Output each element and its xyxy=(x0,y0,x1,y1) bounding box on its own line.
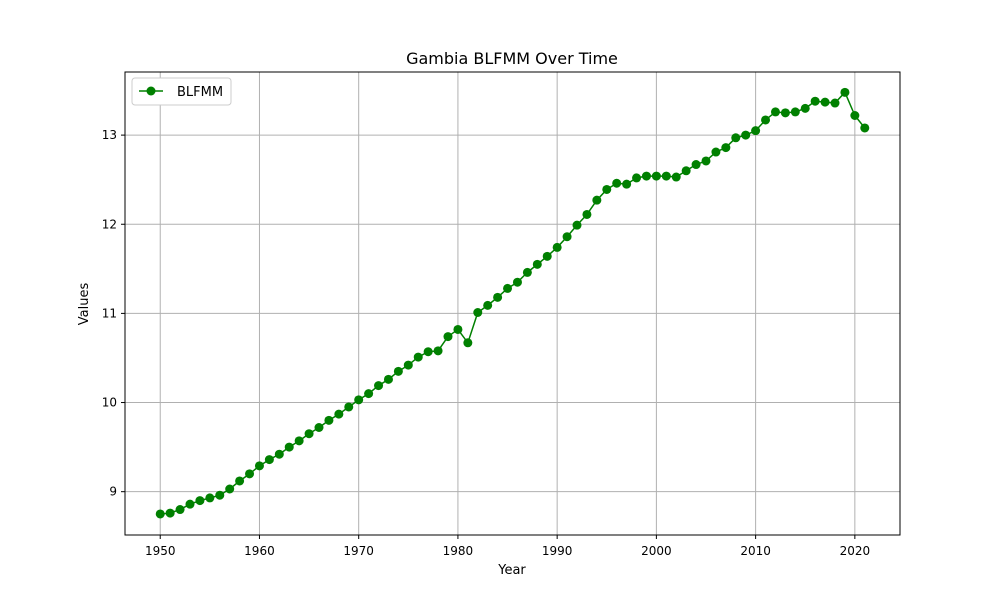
data-point xyxy=(532,259,542,269)
data-point xyxy=(522,267,532,277)
x-tick-label: 1990 xyxy=(542,544,573,558)
data-point xyxy=(582,209,592,219)
data-point xyxy=(274,449,284,459)
data-point xyxy=(810,96,820,106)
legend-label: BLFMM xyxy=(177,85,223,100)
data-point xyxy=(780,108,790,118)
data-point xyxy=(344,402,354,412)
data-point xyxy=(393,366,403,376)
data-point xyxy=(711,147,721,157)
data-point xyxy=(364,389,374,399)
legend: BLFMM xyxy=(131,77,232,106)
data-point xyxy=(691,160,701,170)
data-point xyxy=(423,347,433,357)
data-point xyxy=(830,98,840,108)
data-point xyxy=(463,338,473,348)
chart-title: Gambia BLFMM Over Time xyxy=(406,49,618,68)
data-point xyxy=(612,178,622,188)
y-tick-label: 10 xyxy=(102,396,117,410)
x-tick-label: 1950 xyxy=(145,544,176,558)
data-point xyxy=(185,499,195,509)
data-point xyxy=(681,166,691,176)
legend-marker xyxy=(146,86,156,96)
data-point xyxy=(195,496,205,506)
data-point xyxy=(225,484,235,494)
data-point xyxy=(721,143,731,153)
data-point xyxy=(433,346,443,356)
data-point xyxy=(473,308,483,318)
plot-frame xyxy=(124,71,901,536)
x-tick-label: 2020 xyxy=(840,544,871,558)
data-point xyxy=(284,442,294,452)
data-point xyxy=(155,509,165,519)
x-tick-label: 2000 xyxy=(641,544,672,558)
data-point xyxy=(413,352,423,362)
series-layer xyxy=(155,87,870,519)
data-point xyxy=(552,242,562,252)
data-point xyxy=(820,97,830,107)
y-axis-label: Values xyxy=(77,283,92,326)
data-point xyxy=(800,103,810,113)
data-point xyxy=(790,107,800,117)
data-point xyxy=(304,429,314,439)
data-point xyxy=(701,156,711,166)
data-point xyxy=(215,490,225,500)
data-point xyxy=(512,277,522,287)
data-point xyxy=(383,374,393,384)
data-point xyxy=(572,220,582,230)
data-point xyxy=(334,409,344,419)
data-point xyxy=(264,455,274,465)
data-point xyxy=(483,300,493,310)
data-point xyxy=(562,232,572,242)
data-point xyxy=(671,172,681,182)
data-point xyxy=(245,469,255,479)
x-tick-label: 2010 xyxy=(740,544,771,558)
data-point xyxy=(761,115,771,125)
data-point xyxy=(235,476,245,486)
data-point xyxy=(165,508,175,518)
data-point xyxy=(661,171,671,181)
data-point xyxy=(453,324,463,334)
data-point xyxy=(374,381,384,391)
data-point xyxy=(850,111,860,121)
data-point xyxy=(741,130,751,140)
data-point xyxy=(254,461,264,471)
data-point xyxy=(860,123,870,133)
data-point xyxy=(324,415,334,425)
y-axis: 9 10 11 12 13 xyxy=(102,128,125,499)
x-axis: 1950 1960 1970 1980 1990 2000 2010 2020 xyxy=(145,535,870,558)
data-point xyxy=(294,436,304,446)
data-point xyxy=(602,184,612,194)
data-point xyxy=(641,171,651,181)
data-point xyxy=(651,171,661,181)
y-tick-label: 13 xyxy=(102,128,117,142)
data-point xyxy=(354,395,364,405)
data-point xyxy=(314,422,324,432)
x-axis-label: Year xyxy=(497,563,526,578)
x-tick-label: 1980 xyxy=(443,544,474,558)
data-point xyxy=(632,173,642,183)
x-tick-label: 1960 xyxy=(244,544,275,558)
legend-box xyxy=(131,77,232,106)
data-point xyxy=(622,179,632,189)
grid xyxy=(125,72,900,535)
data-point xyxy=(731,133,741,143)
data-point xyxy=(542,251,552,261)
data-point xyxy=(175,505,185,515)
data-point xyxy=(493,292,503,302)
x-tick-label: 1970 xyxy=(343,544,374,558)
data-point xyxy=(403,360,413,370)
data-point xyxy=(503,283,513,293)
y-tick-label: 12 xyxy=(102,217,117,231)
y-tick-label: 9 xyxy=(109,485,117,499)
data-point xyxy=(770,107,780,117)
data-point xyxy=(205,493,215,503)
data-point xyxy=(840,87,850,97)
data-point xyxy=(592,195,602,205)
data-point xyxy=(443,332,453,342)
data-point xyxy=(751,126,761,136)
y-tick-label: 11 xyxy=(102,306,117,320)
